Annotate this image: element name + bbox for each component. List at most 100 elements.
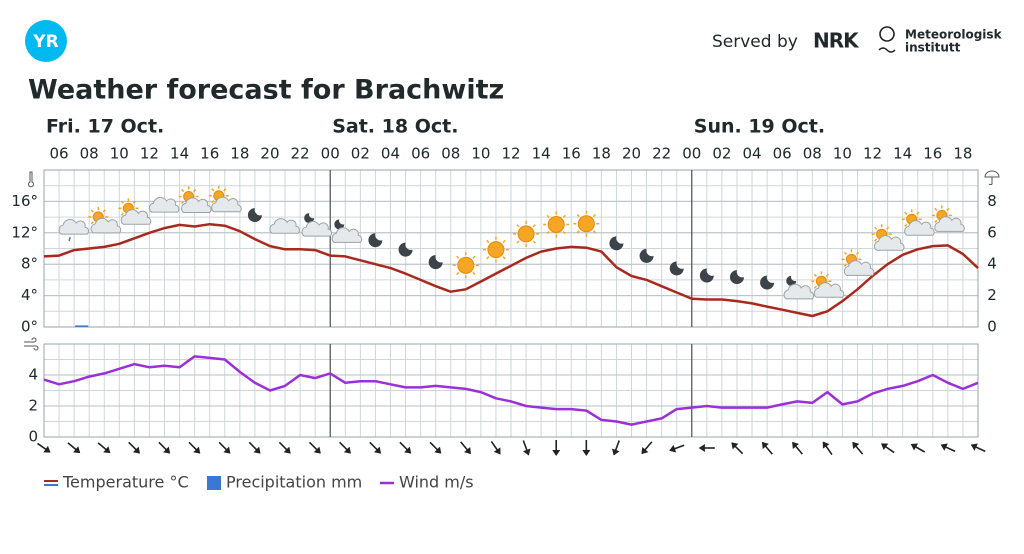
weather-icon xyxy=(482,236,509,263)
arrow-head xyxy=(464,446,471,455)
arrow-head xyxy=(522,448,531,456)
arrow-head xyxy=(253,446,261,454)
cloud xyxy=(301,221,333,237)
day-label: Sat. 18 Oct. xyxy=(332,116,458,138)
sun-ray xyxy=(132,200,136,204)
wind-arrow xyxy=(460,441,471,455)
wind-arrow xyxy=(218,441,231,454)
sun-ray xyxy=(211,188,215,192)
wind-arrow xyxy=(612,440,620,456)
wind-arrow xyxy=(429,441,442,454)
weather-icon xyxy=(513,220,540,247)
weather-icon xyxy=(398,242,413,257)
y-tick-label: 12° xyxy=(11,223,38,241)
series-line xyxy=(43,355,979,426)
y-tick-label: 0 xyxy=(28,428,38,446)
arrow-head xyxy=(731,442,739,450)
wind-arrow xyxy=(582,440,591,456)
sun-ray xyxy=(874,226,878,230)
arrow-head xyxy=(822,441,830,449)
arrow-head xyxy=(132,446,141,454)
met-logo xyxy=(879,26,895,42)
weather-icon xyxy=(841,249,875,276)
sun-ray xyxy=(532,224,536,228)
moon xyxy=(786,275,797,286)
wind-arrow xyxy=(36,442,51,453)
wind-arrow xyxy=(522,440,531,456)
y-tick-label: 4° xyxy=(21,286,38,304)
weather-icon xyxy=(208,185,242,213)
sun-ray xyxy=(562,231,566,235)
moon xyxy=(669,261,684,276)
arrow-head xyxy=(374,446,382,454)
x-tick-label: 00 xyxy=(321,145,340,163)
sun-ray xyxy=(843,251,848,255)
arrow-head xyxy=(970,443,978,451)
sun xyxy=(457,256,475,274)
sun xyxy=(547,216,565,233)
x-tick-label: 06 xyxy=(50,145,69,163)
nrk-logo: NRK xyxy=(813,29,860,53)
x-tick-label: 20 xyxy=(260,145,279,163)
weather-icon xyxy=(543,211,570,238)
sun-ray xyxy=(934,219,938,223)
sun-ray xyxy=(211,200,215,204)
sun-ray xyxy=(592,230,597,234)
arrow-head xyxy=(313,446,321,454)
served-by: Served by xyxy=(712,32,798,52)
sun xyxy=(577,215,595,233)
weather-icon xyxy=(609,236,624,251)
arrow-head xyxy=(582,450,591,456)
cloud xyxy=(331,227,363,243)
sun xyxy=(517,225,535,243)
legend-swatch xyxy=(207,476,221,490)
precipitation-bar xyxy=(75,325,89,327)
plot-frame xyxy=(43,343,979,438)
y2-tick-label: 4 xyxy=(987,255,997,273)
weather-icon xyxy=(331,219,363,243)
legend-label: Wind m/s xyxy=(399,473,474,492)
day-label: Fri. 17 Oct. xyxy=(46,116,164,138)
moon xyxy=(368,233,383,248)
y2-tick-label: 6 xyxy=(987,223,997,241)
arrow-head xyxy=(852,441,860,450)
arrow-head xyxy=(761,441,769,450)
weather-icon xyxy=(901,209,935,236)
wind-arrow xyxy=(188,441,201,454)
arrow-head xyxy=(283,446,291,454)
x-tick-label: 10 xyxy=(471,145,490,163)
yr-logo xyxy=(25,20,67,62)
institute-line: Meteorologisk xyxy=(905,28,1003,42)
sun-ray xyxy=(874,238,878,242)
sun-ray xyxy=(546,214,550,218)
wind-arrow xyxy=(552,440,561,456)
sun-ray xyxy=(102,209,106,213)
wind-arrow xyxy=(970,443,986,453)
arrow-head xyxy=(641,446,649,455)
y2-tick-label: 8 xyxy=(987,192,997,210)
arrow-head xyxy=(493,447,501,455)
wind-arrow xyxy=(308,441,321,454)
x-tick-label: 00 xyxy=(682,145,701,163)
x-tick-label: 22 xyxy=(291,145,310,163)
moon xyxy=(729,270,744,285)
cloud xyxy=(813,282,845,298)
cloud xyxy=(843,260,875,276)
moon xyxy=(247,208,262,223)
weather-icon xyxy=(148,197,180,213)
wind-arrow xyxy=(67,442,81,454)
sun-ray xyxy=(486,239,490,244)
sun-ray xyxy=(456,255,460,259)
x-tick-label: 06 xyxy=(773,145,792,163)
weather-icon xyxy=(639,248,654,263)
weather-icon xyxy=(783,275,815,300)
y-tick-label: 16° xyxy=(11,192,38,210)
sun-ray xyxy=(502,239,506,244)
arrow-head xyxy=(43,445,51,453)
sun-ray xyxy=(90,209,94,213)
cloud xyxy=(58,219,90,235)
weather-icon xyxy=(301,213,333,237)
arrow-head xyxy=(698,444,705,452)
sun-ray xyxy=(472,255,476,259)
x-tick-label: 16 xyxy=(923,145,942,163)
